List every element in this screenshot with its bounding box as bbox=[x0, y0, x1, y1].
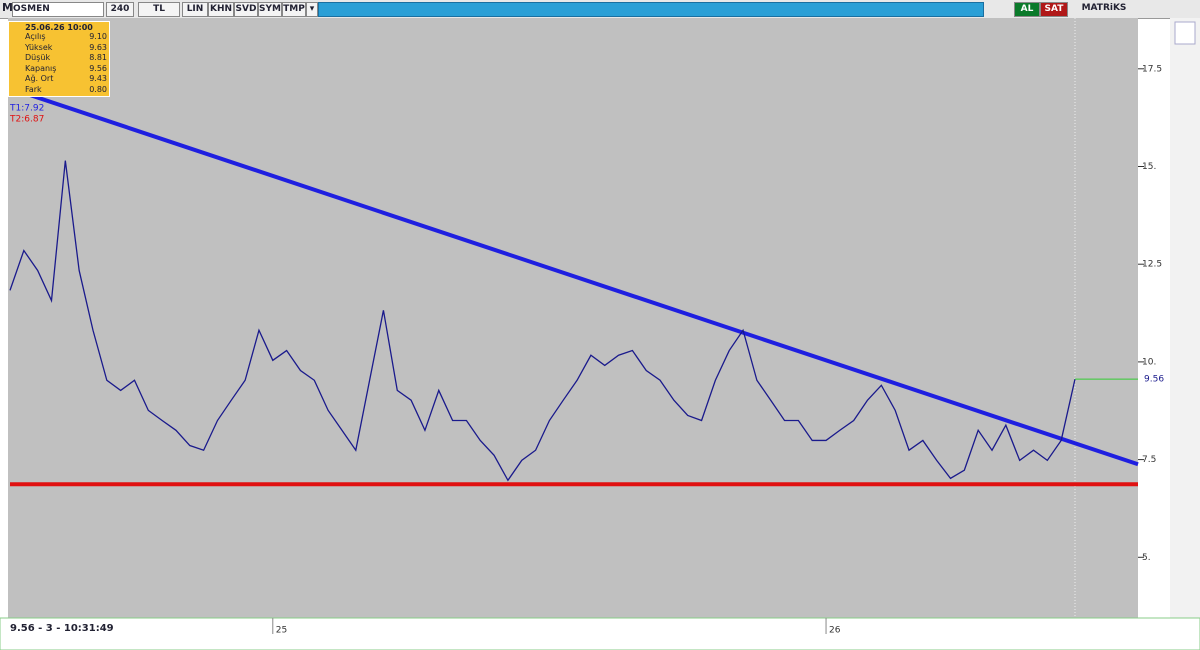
info-label: Düşük bbox=[25, 53, 51, 62]
info-value: 9.10 bbox=[89, 32, 107, 41]
dropdown[interactable]: ▾ bbox=[306, 2, 318, 17]
last-price-label: 9.56 bbox=[1144, 375, 1164, 385]
info-date: 25.06.26 10:00 bbox=[25, 23, 93, 32]
button[interactable]: KHN bbox=[208, 2, 234, 17]
last-price-box bbox=[1139, 373, 1169, 386]
y-tick-label: 15. bbox=[1142, 162, 1156, 172]
button[interactable]: SYM bbox=[258, 2, 282, 17]
button[interactable]: SVD bbox=[234, 2, 258, 17]
y-tick-label: 10. bbox=[1142, 357, 1156, 367]
y-tick-label: 12.5 bbox=[1142, 260, 1162, 270]
info-value: 9.56 bbox=[89, 63, 107, 73]
status: 9.56 - 3 - 10:31:49 bbox=[10, 623, 114, 634]
trend-label: T1:7.92 bbox=[9, 104, 44, 114]
info-value: 9.63 bbox=[89, 42, 107, 52]
title-bar bbox=[318, 2, 984, 17]
button[interactable]: LIN bbox=[182, 2, 208, 17]
info-value: 9.43 bbox=[89, 74, 107, 83]
y-tick-label: 5. bbox=[1142, 553, 1151, 563]
button[interactable]: TMP bbox=[282, 2, 306, 17]
info-row: Yüksek 9.63 bbox=[11, 43, 107, 54]
info-label: Ağ. Ort bbox=[25, 74, 54, 83]
x-tick-label: 25 bbox=[276, 626, 287, 636]
x-tick-label: 26 bbox=[829, 626, 841, 636]
currency[interactable]: TL bbox=[138, 2, 180, 17]
info-row: Düşük 8.81 bbox=[11, 53, 107, 64]
toolbar: M OSMEN 240 TL LIN KHN SVD SYM TMP ▾ AL … bbox=[0, 0, 1200, 19]
chart: 9.56 - 3 - 10:31:49 5. 7.5 10. 12.5 15. 17.5 2… bbox=[0, 18, 1200, 650]
side-panel bbox=[1170, 18, 1200, 650]
logo[interactable]: M bbox=[2, 1, 13, 14]
info-label: Kapanış bbox=[25, 63, 57, 73]
info-value: 0.80 bbox=[89, 84, 107, 94]
info-row: Fark 0.80 bbox=[11, 85, 107, 96]
info-label: Yüksek bbox=[25, 42, 53, 52]
info-row: Ağ. Ort 9.43 bbox=[11, 74, 107, 85]
y-tick-label: 17.5 bbox=[1142, 64, 1162, 74]
footer bbox=[0, 617, 1200, 650]
trend-line bbox=[9, 86, 1139, 467]
info-panel: 25.06.26 10:00 Açılış 9.10 Yüksek 9.63 Düşük… bbox=[8, 21, 110, 97]
info-label: Açılış bbox=[25, 32, 46, 41]
trend-label: T2:6.87 bbox=[9, 115, 44, 125]
symbol[interactable]: OSMEN bbox=[12, 2, 104, 17]
price-line bbox=[9, 160, 1076, 482]
info-row: Açılış 9.10 bbox=[11, 32, 107, 43]
brand: MATRiKS bbox=[1081, 3, 1127, 13]
period[interactable]: 240 bbox=[106, 2, 134, 17]
y-tick-label: 7.5 bbox=[1142, 455, 1156, 465]
sell-button[interactable]: SAT bbox=[1040, 2, 1068, 17]
scroll-button[interactable] bbox=[1174, 21, 1196, 45]
plot-area bbox=[8, 18, 1138, 618]
info-label: Fark bbox=[25, 84, 42, 94]
info-value: 8.81 bbox=[89, 53, 107, 62]
buy-button[interactable]: AL bbox=[1014, 2, 1040, 17]
info-row: Kapanış 9.56 bbox=[11, 64, 107, 75]
